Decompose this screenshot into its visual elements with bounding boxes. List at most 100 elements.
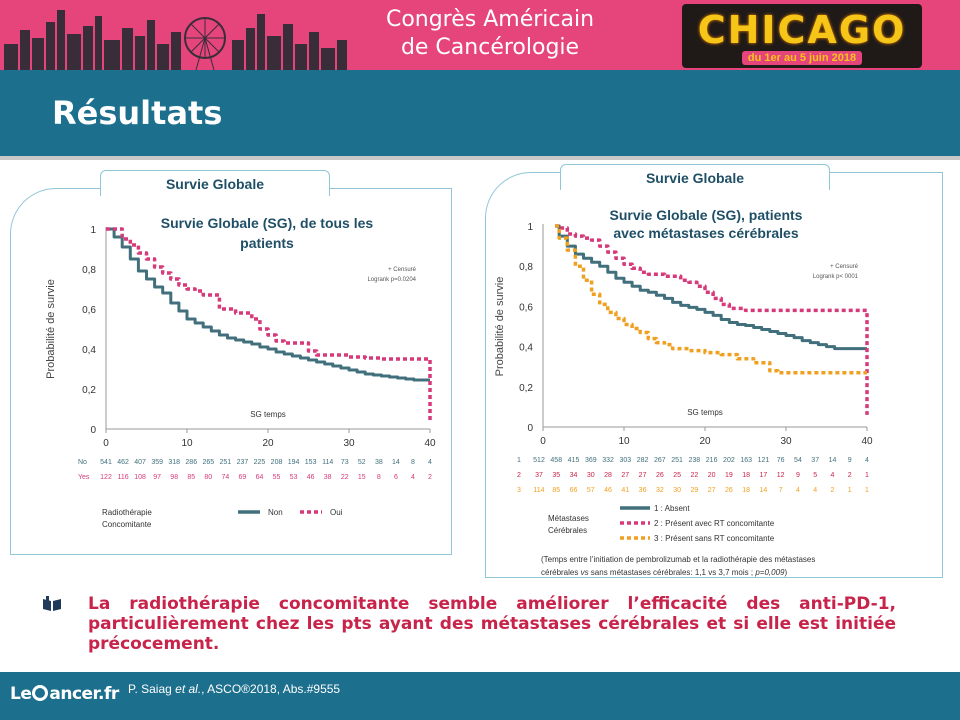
conclusion-text: La radiothérapie concomitante semble amé… <box>88 594 896 654</box>
risk-table-cell: 282 <box>637 457 649 464</box>
risk-table-cell: 35 <box>552 472 560 479</box>
risk-table-cell: 512 <box>533 457 545 464</box>
y-axis-label: Probabilité de survie <box>494 277 506 377</box>
risk-table-cell: 18 <box>742 472 750 479</box>
risk-table-cell: 286 <box>185 459 197 466</box>
risk-table-cell: 29 <box>690 487 698 494</box>
right-chart-panel <box>485 172 943 578</box>
congress-dates: du 1er au 5 juin 2018 <box>741 51 863 65</box>
risk-table-cell: 237 <box>237 459 249 466</box>
censored-legend: + Censuré <box>830 264 859 270</box>
risk-table-cell: 52 <box>358 459 366 466</box>
km-curve-3 <box>555 224 867 375</box>
risk-table-cell: 26 <box>725 487 733 494</box>
y-tick-label: 0,4 <box>82 345 96 356</box>
risk-table-cell: 54 <box>794 457 802 464</box>
book-icon <box>43 596 61 611</box>
risk-table-cell: 41 <box>621 487 629 494</box>
x-tick-label: 30 <box>343 438 355 449</box>
risk-table-cell: 462 <box>117 459 129 466</box>
risk-table-cell: 14 <box>760 487 768 494</box>
right-panel-tab: Survie Globale <box>560 164 830 190</box>
risk-table-cell: 98 <box>170 474 178 481</box>
footnote-line: (Temps entre l’initiation de pembrolizum… <box>541 555 815 564</box>
risk-table-cell: 225 <box>254 459 266 466</box>
risk-table-cell: 12 <box>777 472 785 479</box>
x-tick-label: 20 <box>699 436 711 447</box>
risk-table-label: No <box>78 459 87 466</box>
risk-table-cell: 9 <box>848 457 852 464</box>
x-tick-label: 40 <box>424 438 436 449</box>
km-curve-1 <box>106 227 430 382</box>
risk-table-cell: 5 <box>813 472 817 479</box>
legend-label: Non <box>268 508 283 517</box>
risk-table-cell: 1 <box>848 487 852 494</box>
risk-table-cell: 4 <box>428 459 432 466</box>
x-axis-label: SG temps <box>687 408 723 417</box>
chicago-logo: CHICAGO du 1er au 5 juin 2018 <box>682 4 922 68</box>
legend-label: 2 : Présent avec RT concomitante <box>654 519 775 528</box>
logrank-label: Logrank p< 0001 <box>813 274 859 280</box>
risk-table-label: Yes <box>78 474 90 481</box>
risk-table-cell: 30 <box>673 487 681 494</box>
risk-table-cell: 359 <box>151 459 163 466</box>
risk-table-cell: 37 <box>811 457 819 464</box>
risk-table-cell: 238 <box>689 457 701 464</box>
km-curve-2 <box>106 227 432 423</box>
y-tick-label: 1 <box>527 222 533 233</box>
risk-table-cell: 14 <box>392 459 400 466</box>
risk-table-cell: 7 <box>779 487 783 494</box>
legend-title: Concomitante <box>102 520 152 529</box>
lecancer-logo: Le ancer.fr <box>10 684 119 704</box>
y-tick-label: 0,2 <box>82 385 96 396</box>
risk-table-cell: 15 <box>358 474 366 481</box>
risk-table-cell: 122 <box>100 474 112 481</box>
risk-table-cell: 53 <box>290 474 298 481</box>
risk-table-cell: 114 <box>533 487 544 494</box>
risk-table-cell: 251 <box>220 459 232 466</box>
y-tick-label: 0,6 <box>519 302 533 313</box>
logo-ring-icon <box>32 685 49 701</box>
risk-table-cell: 2 <box>428 474 432 481</box>
risk-table-cell: 8 <box>377 474 381 481</box>
risk-table-cell: 14 <box>829 457 837 464</box>
header-band: Congrès Américain de Cancérologie CHICAG… <box>0 0 960 70</box>
risk-table-cell: 74 <box>221 474 229 481</box>
risk-table-cell: 369 <box>585 457 597 464</box>
chart-title: Survie Globale (SG), patients <box>610 207 803 223</box>
risk-table-cell: 121 <box>758 457 770 464</box>
risk-table-cell: 153 <box>305 459 317 466</box>
risk-table-cell: 30 <box>587 472 595 479</box>
title-band <box>0 70 960 156</box>
x-tick-label: 30 <box>780 436 792 447</box>
risk-table-cell: 2 <box>848 472 852 479</box>
risk-table-cell: 4 <box>796 487 800 494</box>
risk-table-cell: 1 <box>865 487 869 494</box>
risk-table-cell: 80 <box>204 474 212 481</box>
y-tick-label: 0 <box>90 425 96 436</box>
legend-label: Oui <box>330 508 343 517</box>
risk-table-cell: 8 <box>411 459 415 466</box>
risk-table-cell: 216 <box>706 457 718 464</box>
risk-table-cell: 458 <box>550 457 562 464</box>
risk-table-cell: 27 <box>621 472 629 479</box>
legend-title: Radiothérapie <box>102 508 152 517</box>
footnote-line: cérébrales vs sans métastases cérébrales… <box>541 568 787 577</box>
x-axis-label: SG temps <box>250 410 286 419</box>
risk-table-cell: 2 <box>831 487 835 494</box>
risk-table-cell: 26 <box>656 472 664 479</box>
x-tick-label: 0 <box>103 438 109 449</box>
risk-table-cell: 46 <box>307 474 315 481</box>
x-tick-label: 40 <box>861 436 873 447</box>
risk-table-cell: 32 <box>656 487 664 494</box>
risk-table-cell: 25 <box>673 472 681 479</box>
risk-table-cell: 22 <box>341 474 349 481</box>
risk-table-cell: 407 <box>134 459 146 466</box>
city-name: CHICAGO <box>697 8 907 52</box>
footnote-segment: ) <box>784 568 787 577</box>
risk-table-cell: 76 <box>777 457 785 464</box>
y-tick-label: 0 <box>527 423 533 434</box>
risk-table-cell: 202 <box>723 457 735 464</box>
risk-table-cell: 541 <box>100 459 112 466</box>
